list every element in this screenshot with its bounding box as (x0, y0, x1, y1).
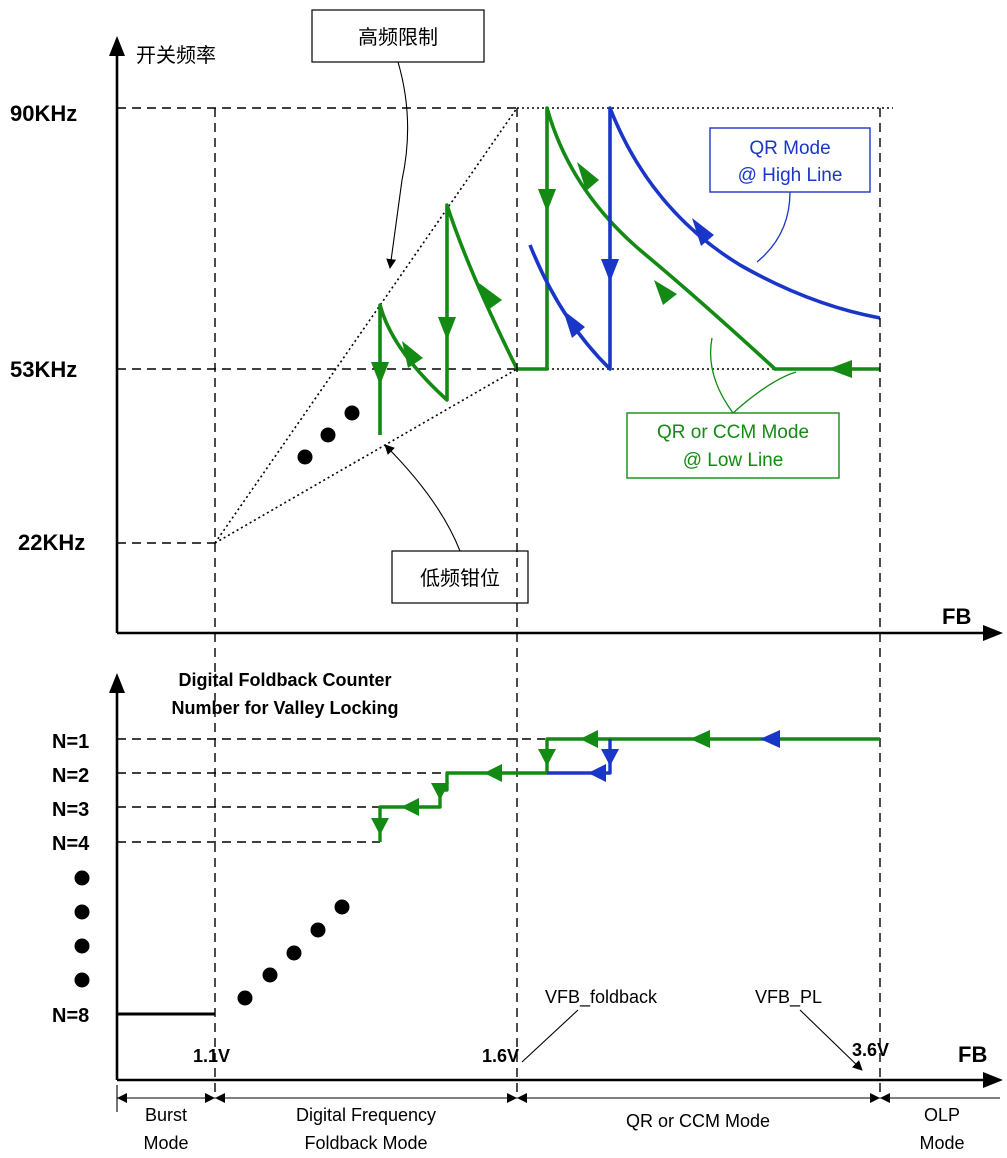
callout-qr-low-line1: QR or CCM Mode (657, 422, 809, 443)
label-n2: N=2 (52, 765, 89, 787)
label-22khz: 22KHz (18, 530, 85, 555)
mode-qr-ccm: QR or CCM Mode (626, 1111, 770, 1131)
label-1v6: 1.6V (482, 1046, 519, 1066)
continuation-dot (298, 450, 313, 465)
green-step-arrow-left (401, 798, 419, 816)
blue-step-arrow (601, 749, 619, 766)
step-continuation-dot (287, 946, 302, 961)
label-1v1: 1.1V (193, 1046, 230, 1066)
green-step-arrow (538, 749, 556, 766)
callout-low-clamp: 低频钳位 (420, 566, 500, 590)
mode-olp-line1: OLP (924, 1105, 960, 1125)
top-y-axis-arrow (109, 36, 125, 56)
bottom-title-line2: Number for Valley Locking (171, 698, 398, 718)
label-n3: N=3 (52, 799, 89, 821)
mode-dff-line1: Digital Frequency (296, 1105, 436, 1125)
green-step-arrow-left (484, 764, 502, 782)
green-arrow-up (577, 162, 599, 191)
callout-qr-high-leader (757, 192, 790, 262)
label-n4: N=4 (52, 833, 90, 855)
label-53khz: 53KHz (10, 357, 77, 382)
label-n8: N=8 (52, 1005, 89, 1027)
bottom-x-axis-arrow (983, 1072, 1003, 1088)
blue-arrow-down (601, 259, 619, 282)
mode-burst-line1: Burst (145, 1105, 187, 1125)
continuation-dot (321, 428, 336, 443)
top-x-axis-label: FB (942, 604, 971, 629)
step-continuation-dot (335, 900, 350, 915)
continuation-dot (345, 406, 360, 421)
bottom-x-axis-label: FB (958, 1042, 987, 1067)
top-chart: 开关频率 FB 90KHz 53KHz 22KHz (10, 10, 1003, 641)
n-continuation-dot (75, 939, 90, 954)
blue-arrow-up (563, 310, 585, 338)
mode-burst-line2: Mode (143, 1133, 188, 1153)
step-continuation-dot (263, 968, 278, 983)
green-step-arrow-left (580, 730, 598, 748)
green-step-arrow-left (690, 730, 710, 748)
mode-dff-line2: Foldback Mode (304, 1133, 427, 1153)
green-arrow-down (438, 317, 456, 340)
green-arrow-up (402, 341, 423, 368)
step-continuation-dot (311, 923, 326, 938)
annot-vfb-foldback: VFB_foldback (545, 987, 658, 1008)
n-continuation-dot (75, 905, 90, 920)
callout-low-clamp-leader (385, 445, 460, 551)
annot-vfb-foldback-leader (522, 1010, 578, 1062)
step-continuation-dot (238, 991, 253, 1006)
bottom-chart: FB Digital Foldback Counter Number for V… (52, 670, 1003, 1153)
top-y-axis-title: 开关频率 (136, 43, 216, 67)
callout-high-limit-leader (390, 62, 408, 268)
green-arrow-down (538, 189, 556, 212)
low-line-staircase (380, 739, 880, 842)
bottom-y-axis-arrow (109, 673, 125, 693)
top-x-axis-arrow (983, 625, 1003, 641)
mode-spans (117, 1085, 1000, 1112)
callout-high-limit: 高频限制 (358, 25, 438, 49)
green-step-arrow (371, 818, 389, 835)
bottom-title-line1: Digital Foldback Counter (178, 670, 391, 690)
callout-qr-high-line1: QR Mode (749, 138, 830, 159)
callout-qr-high-line2: @ High Line (738, 165, 843, 186)
callout-qr-low-line2: @ Low Line (683, 450, 784, 471)
green-arrow-down (371, 362, 389, 385)
n-continuation-dot (75, 973, 90, 988)
high-limit-envelope (215, 108, 517, 543)
label-3v6: 3.6V (852, 1040, 889, 1060)
green-arrow-left (828, 360, 852, 378)
label-90khz: 90KHz (10, 101, 77, 126)
n-continuation-dot (75, 871, 90, 886)
blue-step-arrow-left (588, 764, 606, 782)
green-arrow-up (654, 280, 677, 305)
label-n1: N=1 (52, 731, 89, 753)
callout-qr-low-leader-b (733, 372, 796, 413)
callout-qr-low-leader-a (711, 338, 733, 413)
blue-step-arrow-left (760, 730, 780, 748)
low-clamp-envelope (215, 369, 517, 543)
annot-vfb-pl: VFB_PL (755, 987, 822, 1008)
mode-olp-line2: Mode (919, 1133, 964, 1153)
